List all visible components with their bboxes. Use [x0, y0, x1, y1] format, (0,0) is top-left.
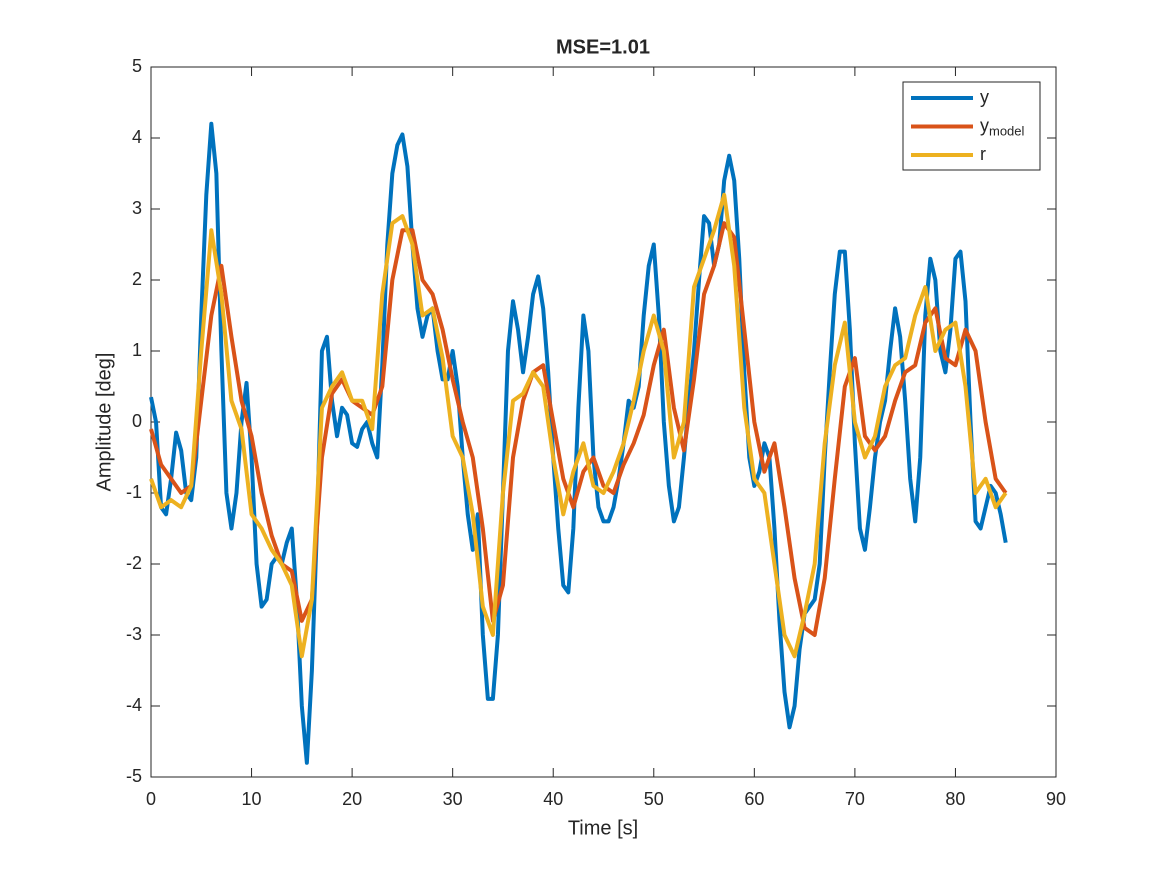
legend-label: r	[980, 144, 986, 164]
x-tick-label: 90	[1046, 789, 1066, 809]
series-line	[149, 192, 1008, 659]
x-tick-label: 60	[744, 789, 764, 809]
legend-label-main: r	[980, 144, 986, 164]
x-tick-label: 50	[644, 789, 664, 809]
chart-title: MSE=1.01	[556, 36, 650, 58]
y-axis-label: Amplitude [deg]	[93, 353, 115, 492]
x-tick-label: 40	[543, 789, 563, 809]
y-tick-label: -1	[126, 482, 142, 502]
y-tick-label: -5	[126, 766, 142, 786]
y-tick-label: 0	[132, 411, 142, 431]
x-tick-label: 20	[342, 789, 362, 809]
legend-label-main: y	[980, 115, 989, 135]
legend-label-subscript: model	[989, 124, 1025, 139]
x-tick-label: 30	[443, 789, 463, 809]
y-tick-label: -4	[126, 695, 142, 715]
x-tick-label: 0	[146, 789, 156, 809]
y-tick-label: 3	[132, 198, 142, 218]
y-tick-label: 4	[132, 127, 142, 147]
y-tick-label: 5	[132, 56, 142, 76]
y-tick-label: -3	[126, 624, 142, 644]
x-tick-label: 10	[242, 789, 262, 809]
series-line	[149, 221, 1008, 637]
x-tick-label: 80	[945, 789, 965, 809]
legend-label: y	[980, 87, 989, 107]
series-line	[149, 121, 1008, 765]
legend-label: ymodel	[980, 115, 1025, 139]
y-tick-label: -2	[126, 553, 142, 573]
y-tick-label: 1	[132, 340, 142, 360]
x-tick-label: 70	[845, 789, 865, 809]
x-axis-label: Time [s]	[568, 817, 638, 839]
legend-label-main: y	[980, 87, 989, 107]
y-tick-label: 2	[132, 269, 142, 289]
